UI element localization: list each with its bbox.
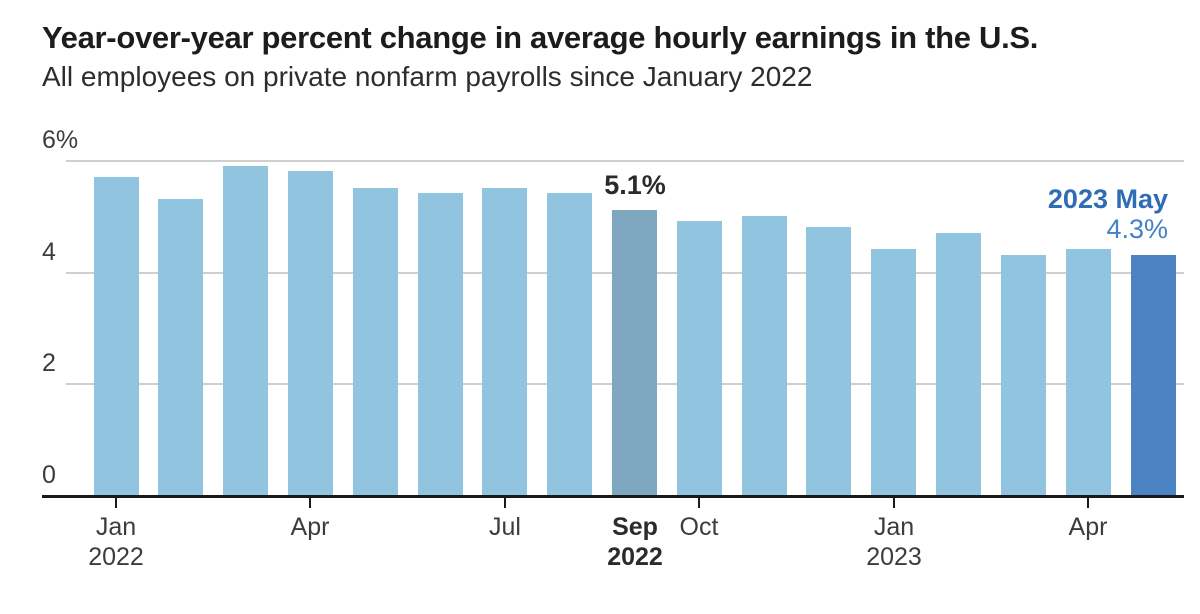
- x-axis-label-jan-2023: Jan 2023: [866, 513, 922, 571]
- y-axis-label-2: 2: [42, 349, 56, 377]
- bar-jan-2023: [871, 249, 916, 495]
- bar-may-2022: [353, 188, 398, 495]
- may-2023-annotation-date: 2023 May: [1047, 184, 1168, 214]
- bar-sep-2022: [612, 210, 657, 495]
- x-tick-oct-2022: [698, 498, 700, 508]
- gridline-6: [66, 160, 1184, 162]
- y-axis-label-4: 4: [42, 238, 56, 266]
- x-axis-label-apr-2022: Apr: [290, 513, 330, 541]
- x-tick-jul-2022: [504, 498, 506, 508]
- bar-nov-2022: [742, 216, 787, 495]
- x-tick-jan-2022: [115, 498, 117, 508]
- bar-jan-2022: [94, 177, 139, 495]
- x-axis-label-apr-2023: Apr: [1068, 513, 1108, 541]
- bar-apr-2022: [288, 171, 333, 495]
- chart-title: Year-over-year percent change in average…: [42, 20, 1039, 55]
- y-axis-label-0: 0: [42, 461, 56, 489]
- x-tick-jan-2023: [893, 498, 895, 508]
- x-axis-label-jul-2022: Jul: [489, 513, 521, 541]
- bar-oct-2022: [677, 221, 722, 495]
- bar-jun-2022: [418, 193, 463, 495]
- bar-mar-2022: [223, 166, 268, 495]
- chart-subtitle: All employees on private nonfarm payroll…: [42, 61, 813, 92]
- x-axis-line: [42, 495, 1184, 498]
- x-tick-apr-2022: [309, 498, 311, 508]
- may-2023-annotation-value: 4.3%: [1106, 214, 1168, 244]
- bar-feb-2022: [158, 199, 203, 495]
- x-tick-apr-2023: [1087, 498, 1089, 508]
- y-axis-label-6: 6%: [42, 126, 79, 154]
- bar-may-2023: [1131, 255, 1176, 495]
- x-axis-label-oct-2022: Oct: [679, 513, 719, 541]
- may-2023-value-annotation: 2023 May 4.3%: [1048, 184, 1168, 244]
- bar-dec-2022: [806, 227, 851, 495]
- sep-2022-value-annotation: 5.1%: [604, 170, 666, 200]
- x-axis-label-sep-2022: Sep 2022: [607, 513, 663, 571]
- bar-mar-2023: [1001, 255, 1046, 495]
- bar-feb-2023: [936, 233, 981, 495]
- x-axis-label-jan-2022: Jan 2022: [88, 513, 144, 571]
- bar-jul-2022: [482, 188, 527, 495]
- bar-aug-2022: [547, 193, 592, 495]
- bar-apr-2023: [1066, 249, 1111, 495]
